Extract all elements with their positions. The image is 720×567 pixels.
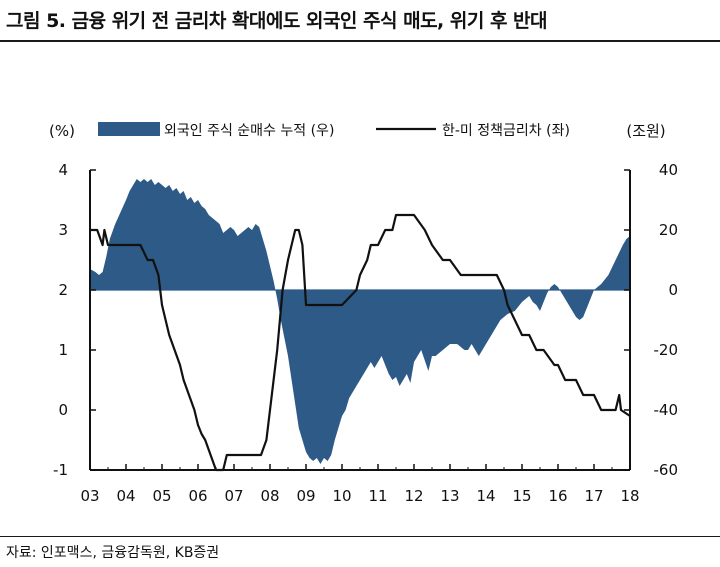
line-series-layer xyxy=(90,213,631,472)
title-rule xyxy=(0,40,720,42)
x-axis-tick-label: 11 xyxy=(368,487,387,505)
right-axis-tick-label: -60 xyxy=(654,461,679,479)
area-series-layer xyxy=(90,179,630,464)
legend-area-label: 외국인 주식 순매수 누적 (우) xyxy=(164,123,334,139)
source-note: 자료: 인포맥스, 금융감독원, KB증권 xyxy=(6,545,220,561)
left-axis-tick-label: -1 xyxy=(53,461,68,479)
left-axis-tick-label: 4 xyxy=(58,161,68,179)
right-axis-tick-label: 20 xyxy=(659,221,678,239)
left-axis-tick-label: 0 xyxy=(58,401,68,419)
x-axis-tick-label: 12 xyxy=(404,487,423,505)
left-axis-tick-label: 3 xyxy=(58,221,68,239)
left-axis-tick-label: 2 xyxy=(58,281,68,299)
area-series-foreign-net-buying xyxy=(90,179,630,464)
x-axis-tick-label: 14 xyxy=(476,487,495,505)
right-axis-tick-label: 40 xyxy=(659,161,678,179)
x-axis-tick-label: 18 xyxy=(620,487,639,505)
line-series-rate-differential xyxy=(90,213,631,472)
legend: 외국인 주식 순매수 누적 (우) 한-미 정책금리차 (좌) xyxy=(98,122,570,139)
figure-title: 그림 5. 금융 위기 전 금리차 확대에도 외국인 주식 매도, 위기 후 반… xyxy=(6,10,548,32)
x-axis-tick-label: 10 xyxy=(332,487,351,505)
x-axis-tick-label: 05 xyxy=(152,487,171,505)
right-axis-unit: (조원) xyxy=(626,122,665,140)
x-axis-tick-label: 07 xyxy=(224,487,243,505)
left-axis-tick-label: 1 xyxy=(58,341,68,359)
legend-line-label: 한-미 정책금리차 (좌) xyxy=(442,123,570,139)
right-axis-tick-label: -20 xyxy=(654,341,679,359)
x-axis-tick-label: 15 xyxy=(512,487,531,505)
x-axis-tick-label: 06 xyxy=(188,487,207,505)
x-axis-tick-label: 04 xyxy=(116,487,135,505)
x-axis-tick-label: 17 xyxy=(584,487,603,505)
x-axis-tick-label: 08 xyxy=(260,487,279,505)
x-axis-tick-label: 16 xyxy=(548,487,567,505)
source-rule xyxy=(0,536,720,537)
legend-area-swatch xyxy=(98,122,160,136)
x-axis-tick-label: 03 xyxy=(80,487,99,505)
x-axis-tick-label: 13 xyxy=(440,487,459,505)
right-axis-tick-label: -40 xyxy=(654,401,679,419)
x-axis-tick-label: 09 xyxy=(296,487,315,505)
right-axis-tick-label: 0 xyxy=(668,281,678,299)
left-axis-unit: (%) xyxy=(49,122,75,140)
